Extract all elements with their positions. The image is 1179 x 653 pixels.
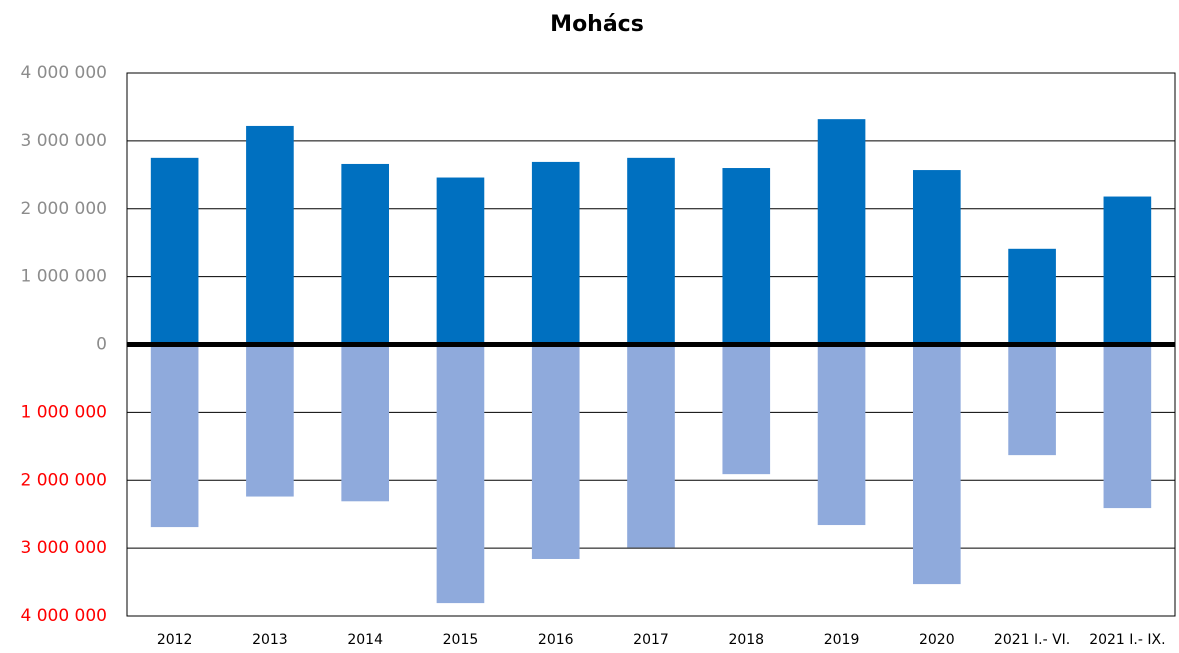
y-tick-label: 0	[96, 335, 107, 355]
y-tick-label: 1 000 000	[20, 267, 107, 287]
bar	[627, 344, 675, 548]
bar	[913, 344, 961, 585]
bar	[246, 125, 294, 345]
x-tick-label: 2013	[252, 632, 288, 648]
bar	[1103, 344, 1152, 509]
y-tick-label: 4 000 000	[20, 606, 107, 626]
x-tick-label: 2021 I.- VI.	[994, 632, 1070, 648]
y-tick-label: 2 000 000	[20, 199, 107, 219]
x-tick-label: 2017	[633, 632, 669, 648]
chart-title: Mohács	[550, 12, 644, 37]
bar	[531, 344, 580, 559]
x-tick-label: 2019	[824, 632, 860, 648]
bar	[817, 344, 866, 526]
x-tick-label: 2021 I.- IX.	[1089, 632, 1165, 648]
y-tick-label: 3 000 000	[20, 538, 107, 558]
x-tick-label: 2015	[443, 632, 479, 648]
bar	[817, 119, 866, 345]
x-tick-label: 2012	[157, 632, 193, 648]
bar	[1103, 196, 1152, 345]
y-tick-label: 1 000 000	[20, 402, 107, 422]
x-tick-label: 2020	[919, 632, 955, 648]
bar	[1008, 344, 1056, 456]
bar	[150, 344, 199, 528]
bar	[531, 161, 580, 345]
bar	[150, 157, 199, 345]
y-tick-label: 4 000 000	[20, 63, 107, 83]
bar	[436, 344, 485, 604]
x-tick-label: 2016	[538, 632, 574, 648]
bar	[341, 344, 389, 502]
bar	[913, 170, 961, 345]
x-tick-label: 2018	[728, 632, 764, 648]
y-tick-label: 2 000 000	[20, 470, 107, 490]
bar	[246, 344, 294, 497]
bar	[436, 177, 485, 345]
bar	[1008, 248, 1056, 345]
bar	[722, 344, 771, 475]
bar	[627, 157, 675, 345]
x-tick-label: 2014	[347, 632, 383, 648]
y-tick-label: 3 000 000	[20, 131, 107, 151]
bar	[341, 163, 389, 345]
bar	[722, 168, 771, 345]
